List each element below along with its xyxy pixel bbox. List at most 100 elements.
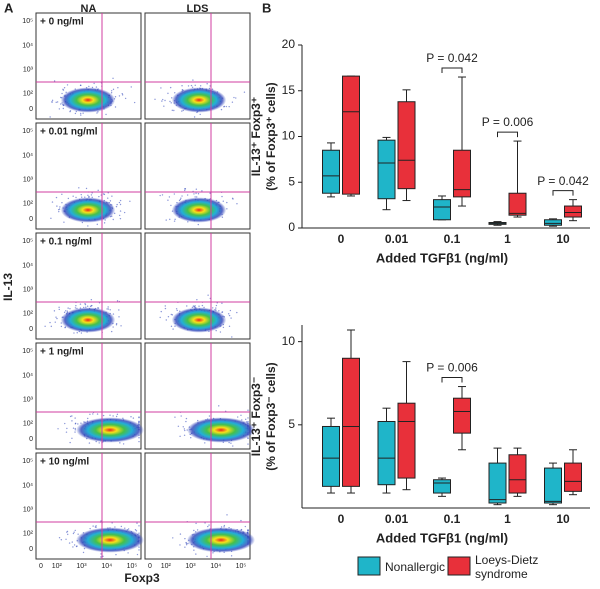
event-dot: [60, 96, 62, 99]
event-dot: [130, 416, 132, 418]
event-dot: [100, 556, 102, 558]
event-dot: [75, 305, 77, 307]
event-dot: [209, 192, 211, 194]
event-dot: [170, 102, 172, 104]
event-dot: [190, 437, 192, 439]
event-dot: [63, 221, 65, 223]
box: [544, 219, 562, 226]
event-dot: [193, 529, 195, 532]
event-dot: [174, 416, 176, 418]
event-dot: [65, 431, 68, 433]
event-dot: [74, 417, 76, 419]
event-dot: [112, 326, 114, 328]
event-dot: [103, 222, 106, 224]
box: [397, 402, 416, 479]
event-dot: [49, 116, 51, 118]
event-dot: [77, 423, 79, 425]
event-dot: [100, 553, 102, 555]
event-dot: [138, 549, 140, 551]
event-dot: [53, 310, 56, 312]
event-dot: [51, 99, 54, 102]
y-tick-label: 10²: [23, 311, 34, 318]
box: [322, 149, 340, 194]
event-dot: [65, 310, 67, 312]
event-dot: [216, 302, 218, 304]
event-dot: [226, 201, 228, 204]
row-label: + 0.01 ng/ml: [40, 127, 98, 138]
event-dot: [96, 413, 99, 415]
event-dot: [228, 105, 230, 108]
box: [544, 467, 562, 504]
event-dot: [118, 309, 120, 311]
y-tick-label: 10⁵: [22, 128, 33, 135]
event-dot: [58, 308, 60, 311]
event-dot: [97, 189, 99, 192]
event-dot: [74, 112, 77, 115]
event-dot: [93, 82, 95, 85]
y-axis-label: IL-13⁺ Foxp3⁺: [249, 97, 263, 176]
event-dot: [198, 305, 200, 307]
event-dot: [227, 313, 230, 315]
event-dot: [63, 311, 66, 314]
x-tick-label: 10: [556, 512, 570, 526]
event-dot: [173, 109, 175, 112]
event-dot: [51, 101, 53, 103]
event-dot: [74, 429, 77, 431]
event-dot: [175, 308, 178, 310]
event-dot: [82, 551, 85, 554]
event-dot: [95, 526, 97, 528]
event-dot: [138, 525, 140, 527]
event-dot: [96, 112, 98, 114]
event-dot: [112, 313, 115, 315]
event-dot: [89, 413, 91, 416]
event-dot: [228, 325, 231, 328]
event-dot: [49, 321, 51, 324]
event-dot: [138, 440, 140, 443]
box: [397, 101, 416, 190]
event-dot: [164, 307, 167, 310]
event-dot: [56, 317, 58, 320]
event-dot: [218, 310, 220, 312]
x-tick-label: 0.1: [444, 232, 461, 246]
event-dot: [178, 199, 181, 202]
box: [488, 462, 507, 504]
event-dot: [102, 555, 104, 558]
box: [564, 205, 582, 218]
event-dot: [66, 84, 69, 86]
event-dot: [191, 86, 194, 88]
event-dot: [215, 307, 217, 309]
event-dot: [66, 310, 69, 312]
event-dot: [76, 545, 78, 547]
event-dot: [221, 311, 224, 313]
annotation: P = 0.006: [482, 115, 534, 129]
density-cloud: [60, 197, 116, 223]
event-dot: [133, 101, 136, 104]
event-dot: [69, 110, 72, 112]
event-dot: [171, 314, 174, 316]
panel-label: B: [262, 0, 271, 15]
event-dot: [171, 97, 173, 99]
event-dot: [90, 194, 93, 196]
annotation: P = 0.042: [426, 51, 478, 65]
event-dot: [233, 96, 235, 99]
event-dot: [196, 299, 198, 301]
event-dot: [240, 414, 242, 417]
row-label: + 0 ng/ml: [40, 17, 84, 28]
significance-bracket: [552, 190, 574, 196]
event-dot: [80, 193, 82, 196]
event-dot: [160, 87, 162, 89]
event-dot: [244, 418, 247, 421]
event-dot: [61, 202, 63, 204]
event-dot: [226, 514, 228, 516]
event-dot: [167, 316, 170, 318]
y-tick-label: 10⁴: [22, 372, 33, 379]
event-dot: [56, 205, 58, 207]
box: [342, 357, 360, 487]
event-dot: [72, 427, 75, 429]
x-tick-label: 10⁵: [127, 563, 138, 570]
y-tick-label: 0: [29, 326, 33, 333]
y-tick-label: 5: [288, 174, 295, 188]
event-dot: [115, 415, 118, 418]
y-tick-label: 10²: [23, 201, 34, 208]
